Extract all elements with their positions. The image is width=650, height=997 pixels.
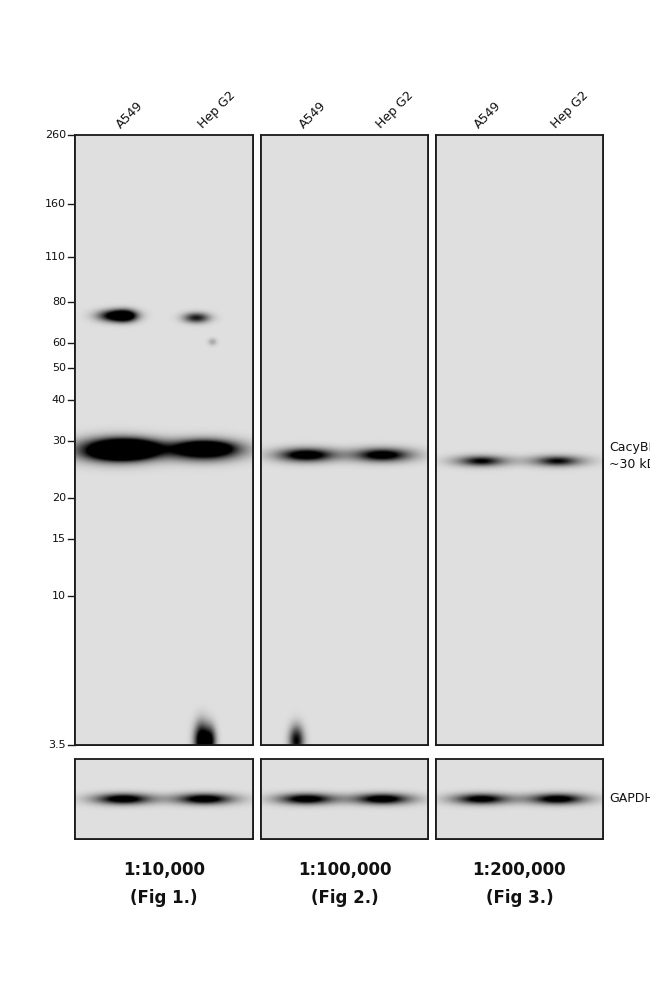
Text: 3.5: 3.5 [48, 740, 66, 750]
Bar [75, 759, 253, 839]
Text: (Fig 3.): (Fig 3.) [486, 889, 553, 907]
Text: 40: 40 [52, 395, 66, 405]
Text: (Fig 1.): (Fig 1.) [130, 889, 198, 907]
Text: 30: 30 [52, 436, 66, 446]
Bar [261, 759, 428, 839]
Text: 10: 10 [52, 591, 66, 601]
Text: 15: 15 [52, 534, 66, 544]
Bar [436, 759, 603, 839]
Text: 1:10,000: 1:10,000 [123, 861, 205, 879]
Text: 160: 160 [45, 198, 66, 208]
Text: GAPDH: GAPDH [609, 793, 650, 806]
Text: Hep G2: Hep G2 [549, 89, 591, 131]
Text: Hep G2: Hep G2 [196, 89, 238, 131]
Text: A549: A549 [297, 99, 329, 131]
Bar [436, 135, 603, 745]
Text: 80: 80 [52, 297, 66, 307]
Text: 1:100,000: 1:100,000 [298, 861, 391, 879]
Text: A549: A549 [472, 99, 504, 131]
Text: 50: 50 [52, 364, 66, 374]
Bar [75, 135, 253, 745]
Text: (Fig 2.): (Fig 2.) [311, 889, 378, 907]
Text: 60: 60 [52, 338, 66, 348]
Bar [261, 135, 428, 745]
Text: 20: 20 [52, 494, 66, 503]
Bar [75, 135, 253, 745]
Text: 1:200,000: 1:200,000 [473, 861, 566, 879]
Bar [261, 759, 428, 839]
Bar [75, 759, 253, 839]
Text: CacyBP
~30 kDa: CacyBP ~30 kDa [609, 441, 650, 471]
Text: A549: A549 [114, 99, 146, 131]
Bar [261, 135, 428, 745]
Text: 260: 260 [45, 130, 66, 140]
Text: 110: 110 [45, 252, 66, 262]
Bar [436, 759, 603, 839]
Text: Hep G2: Hep G2 [374, 89, 416, 131]
Bar [436, 135, 603, 745]
